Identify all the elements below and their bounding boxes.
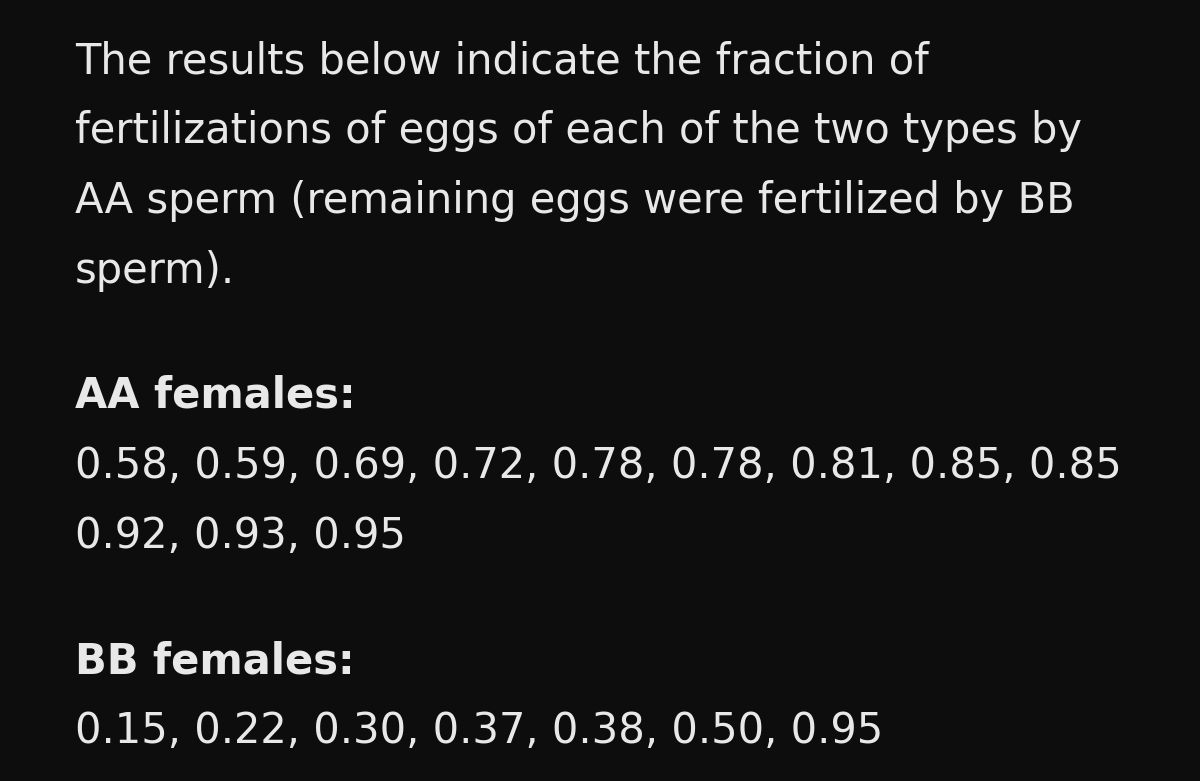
- Text: 0.58, 0.59, 0.69, 0.72, 0.78, 0.78, 0.81, 0.85, 0.85: 0.58, 0.59, 0.69, 0.72, 0.78, 0.78, 0.81…: [74, 445, 1122, 487]
- Text: fertilizations of eggs of each of the two types by: fertilizations of eggs of each of the tw…: [74, 110, 1082, 152]
- Text: AA females:: AA females:: [74, 375, 355, 417]
- Text: 0.15, 0.22, 0.30, 0.37, 0.38, 0.50, 0.95: 0.15, 0.22, 0.30, 0.37, 0.38, 0.50, 0.95: [74, 710, 883, 752]
- Text: The results below indicate the fraction of: The results below indicate the fraction …: [74, 40, 929, 82]
- Text: AA sperm (remaining eggs were fertilized by BB: AA sperm (remaining eggs were fertilized…: [74, 180, 1075, 222]
- Text: sperm).: sperm).: [74, 250, 235, 292]
- Text: 0.92, 0.93, 0.95: 0.92, 0.93, 0.95: [74, 515, 406, 557]
- Text: BB females:: BB females:: [74, 640, 355, 682]
